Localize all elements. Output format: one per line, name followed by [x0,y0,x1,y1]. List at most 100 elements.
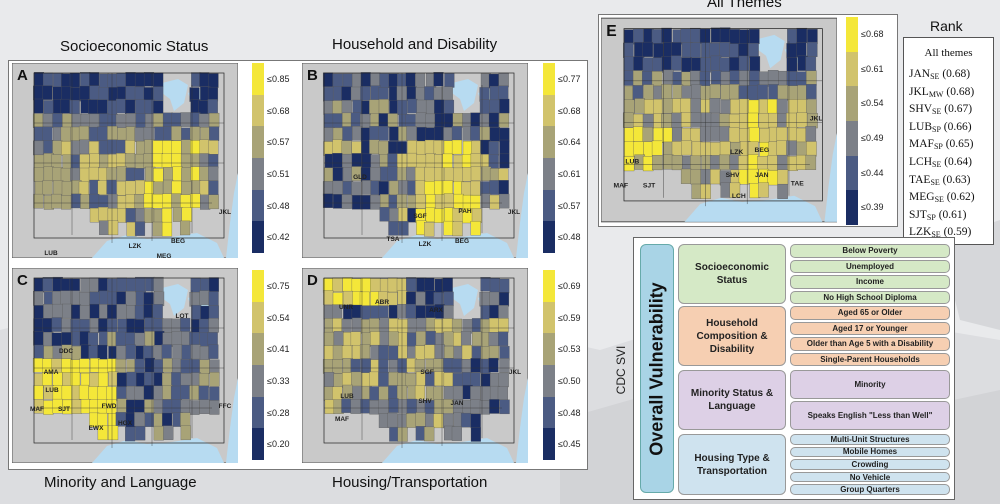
map-region [33,291,44,306]
map-region [415,305,426,320]
svi-variable: Income [790,275,950,289]
map-region [199,72,210,87]
map-region [719,113,730,129]
wfo-label: FWD [102,403,117,410]
map-region [79,154,90,169]
map-region [107,208,118,223]
map-region [370,278,381,293]
wfo-label: TSA [387,236,400,243]
map-region [116,181,127,196]
map-region [332,318,343,333]
map-region [144,208,155,223]
map-region [351,73,363,88]
legend-label: ≤0.50 [558,376,581,387]
map-region [425,330,436,346]
map-region [351,371,362,387]
map-region [710,169,721,185]
map-region [134,221,146,236]
legend-label: ≤0.42 [267,232,290,243]
map-region [351,195,363,210]
map-region [116,153,127,168]
title-d: Housing/Transportation [332,474,488,491]
map-region [416,154,427,170]
legend-label: ≤0.57 [558,200,581,211]
map-region [749,56,761,72]
map-region [43,100,54,115]
wfo-label: LUB [340,393,354,400]
map-region [796,27,808,43]
map-region [208,194,219,210]
map-region [33,305,44,320]
map-region [144,399,155,414]
map-region [33,140,44,156]
map-region [43,140,54,155]
map-region [415,73,426,89]
map-region [200,305,211,321]
map-region [671,155,683,171]
map-region [189,385,200,400]
rank-code: LZK [909,226,932,239]
map-region [415,331,426,346]
map-region [61,385,72,400]
map-region [489,99,500,115]
map-region [98,87,109,102]
map-region [633,141,644,157]
map-region [208,166,219,181]
map-region [700,169,712,185]
overall-vulnerability-label: Overall Vulnerability [646,281,667,456]
map-region [89,72,100,87]
map-region [180,112,191,127]
map-region [499,193,510,209]
map-region [62,303,73,319]
map-region [89,193,100,209]
map-region [351,181,362,196]
map-region [388,371,399,387]
map-region [332,180,343,196]
map-region [78,125,90,141]
map-region [180,412,191,427]
atlantic-water [824,133,837,222]
map-region [352,386,363,401]
map-region [208,73,219,88]
map-region [709,84,721,100]
map-region [33,385,44,400]
map-region [805,126,817,142]
great-lakes [162,79,188,111]
svi-variable: Mobile Homes [790,446,950,458]
map-region [651,71,663,87]
map-region [323,345,334,360]
map-region [379,194,391,209]
rank-region: SP [933,142,943,152]
map-region [738,113,750,129]
legend-swatch [543,270,555,302]
map-panel-b: GLDJKLPAHSGFTSALZKBEGSHVJANLCHB [302,63,528,258]
map-region [88,345,99,360]
map-region [199,153,210,168]
map-region [172,166,183,182]
map-region [32,358,44,373]
map-region [498,372,509,388]
map-region [135,276,146,292]
map-region [460,412,472,428]
map-region [61,195,72,210]
map-region [207,86,219,102]
map-region [433,140,444,155]
map-region [397,345,408,361]
map-region [498,72,509,88]
map-region [323,100,334,115]
map-region [690,155,701,171]
map-region [171,359,183,374]
gulf-water [92,233,224,258]
map-region [71,346,82,361]
map-region [776,98,788,114]
map-region [768,84,779,100]
map-region [162,193,173,208]
map-region [662,154,674,170]
map-region [388,141,399,156]
rank-region: SE [930,177,940,187]
map-region [758,113,770,129]
map-region [498,292,510,307]
map-region [488,317,500,333]
legend-swatch [543,333,555,365]
map-region [161,221,173,237]
